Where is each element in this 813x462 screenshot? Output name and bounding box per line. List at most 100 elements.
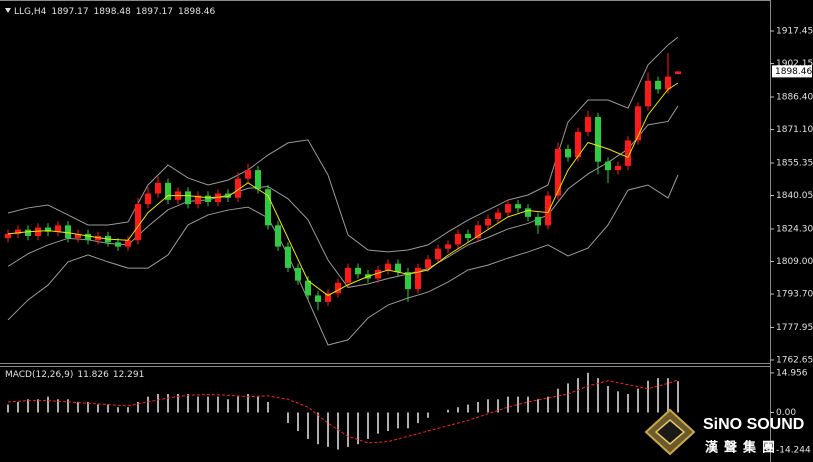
y-tick-label: 1809.00 xyxy=(776,257,813,267)
candle-body xyxy=(5,233,11,239)
y-tick-label: 1886.40 xyxy=(776,93,813,103)
candle-body xyxy=(315,295,321,302)
y-tick-label: -14.244 xyxy=(776,446,811,456)
candle-body xyxy=(585,116,591,132)
macd-signal-value: 12.291 xyxy=(113,370,145,380)
header-close: 1898.46 xyxy=(178,7,215,17)
candle-body xyxy=(505,204,511,213)
candle-body xyxy=(605,161,611,171)
y-tick-label: 1777.95 xyxy=(776,323,813,333)
candle-body xyxy=(225,193,231,198)
candle-body xyxy=(305,280,311,296)
y-tick-label: 1824.30 xyxy=(776,224,813,234)
bollinger-lower xyxy=(7,174,679,346)
logo-subtitle: 漢聲集團 xyxy=(705,440,781,456)
candle-body xyxy=(65,225,71,239)
bollinger-middle xyxy=(7,105,679,288)
y-tick-label: 1762.65 xyxy=(776,355,813,365)
macd-main: 11.826 xyxy=(77,370,109,380)
candle-body xyxy=(295,267,301,281)
symbol: LLG,H4 xyxy=(14,7,47,17)
candle-body xyxy=(455,233,461,245)
candle-body xyxy=(15,229,21,234)
bollinger-upper xyxy=(7,36,679,253)
candle-body xyxy=(155,182,161,194)
candle-body xyxy=(275,225,281,247)
candle-body xyxy=(345,267,351,283)
candle-body xyxy=(475,225,481,239)
candle-body xyxy=(385,263,391,270)
candle-body xyxy=(25,229,31,236)
y-tick-label: 1793.70 xyxy=(776,290,813,300)
y-tick-label: 1855.35 xyxy=(776,158,813,168)
candle-body xyxy=(565,148,571,158)
candle-body xyxy=(595,116,601,162)
candle-body xyxy=(205,195,211,202)
logo: SiNO SOUND 漢聲集團 xyxy=(644,408,804,456)
candle-body xyxy=(395,263,401,273)
candle-body xyxy=(575,131,581,158)
header-open: 1897.17 xyxy=(51,7,88,17)
candle-body xyxy=(235,178,241,198)
candle-body xyxy=(555,148,561,196)
candle-body xyxy=(645,80,651,107)
candle-body xyxy=(55,225,61,232)
candle-body xyxy=(195,195,201,205)
y-tick-label: 1902.15 xyxy=(776,59,813,69)
candle-body xyxy=(545,195,551,226)
current-price-label: 1898.46 xyxy=(775,67,812,77)
y-tick-label: 1917.45 xyxy=(776,27,813,37)
menu-triangle[interactable] xyxy=(5,8,11,13)
candle-body xyxy=(495,212,501,219)
macd-name: MACD(12,26,9) xyxy=(5,370,73,380)
header-low: 1897.17 xyxy=(136,7,173,17)
candle-body xyxy=(325,293,331,302)
candle-body xyxy=(245,170,251,179)
candle-body xyxy=(335,282,341,294)
candle-body xyxy=(535,216,541,226)
candle-body xyxy=(405,272,411,290)
candle-body xyxy=(635,106,641,141)
candle-body xyxy=(85,233,91,241)
y-tick-label: 14.956 xyxy=(776,368,808,378)
candle-body xyxy=(75,233,81,239)
candle-body xyxy=(445,244,451,249)
candle-body xyxy=(135,204,141,241)
candle-body xyxy=(375,269,381,279)
candle-body xyxy=(435,248,441,260)
candle-body xyxy=(515,204,521,209)
logo-title: SiNO SOUND xyxy=(703,416,804,433)
candle-body xyxy=(95,235,101,241)
candle-body xyxy=(285,246,291,268)
candle-body xyxy=(465,233,471,239)
macd-signal xyxy=(7,379,679,444)
candle-body xyxy=(145,193,151,205)
candle-body xyxy=(165,182,171,200)
candle-body xyxy=(115,242,121,247)
candle-body xyxy=(615,165,621,171)
logo-emblem-inner xyxy=(654,419,686,445)
macd-header: MACD(12,26,9) 11.826 12.291 xyxy=(5,370,144,380)
candle-body xyxy=(35,227,41,236)
candle-body xyxy=(125,240,131,247)
candle-body xyxy=(625,140,631,166)
candle-body xyxy=(485,218,491,226)
candle-body xyxy=(415,267,421,290)
header-high: 1898.48 xyxy=(94,7,131,17)
candle-body xyxy=(425,259,431,268)
y-tick-label: 1840.05 xyxy=(776,191,813,201)
candle-body xyxy=(665,76,671,90)
y-tick-label: 1871.10 xyxy=(776,125,813,135)
symbol-header: LLG,H4 1897.17 1898.48 1897.17 1898.46 xyxy=(14,7,216,17)
candle-body xyxy=(655,80,661,90)
candle-body xyxy=(355,267,361,275)
candle-body xyxy=(215,193,221,202)
moving-average xyxy=(7,82,679,297)
candle-body xyxy=(45,227,51,232)
candle-body xyxy=(255,170,261,190)
candle-body xyxy=(525,208,531,217)
current-price-box xyxy=(772,65,812,78)
candle-body xyxy=(265,189,271,226)
